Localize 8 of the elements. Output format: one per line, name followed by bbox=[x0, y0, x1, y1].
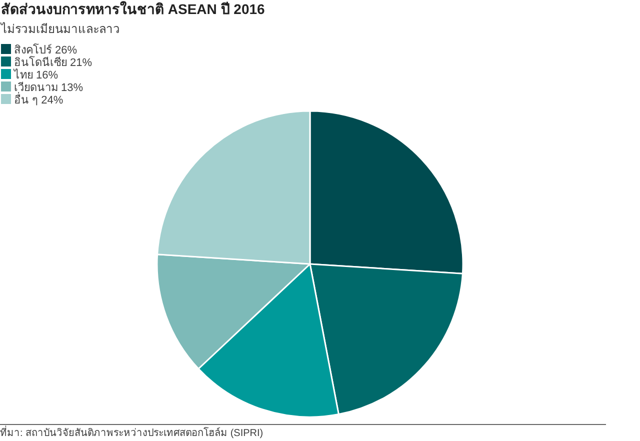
legend-label: เวียดนาม 13% bbox=[14, 81, 84, 94]
chart-title: สัดส่วนงบการทหารในชาติ ASEAN ปี 2016 bbox=[1, 0, 266, 17]
legend-label: สิงคโปร์ 26% bbox=[14, 42, 78, 56]
chart-subtitle: ไม่รวมเมียนมาและลาว bbox=[0, 22, 120, 36]
legend-label: อินโดนีเซีย 21% bbox=[14, 55, 92, 69]
text: ที่มา: สถาบันวิจัยสันติภาพระหว่างประเทศสตอกโฮล์ม (SIPRI) bbox=[0, 425, 264, 439]
legend-label: ไทย 16% bbox=[13, 68, 58, 82]
legend-label: อื่น ๆ 24% bbox=[14, 94, 64, 106]
